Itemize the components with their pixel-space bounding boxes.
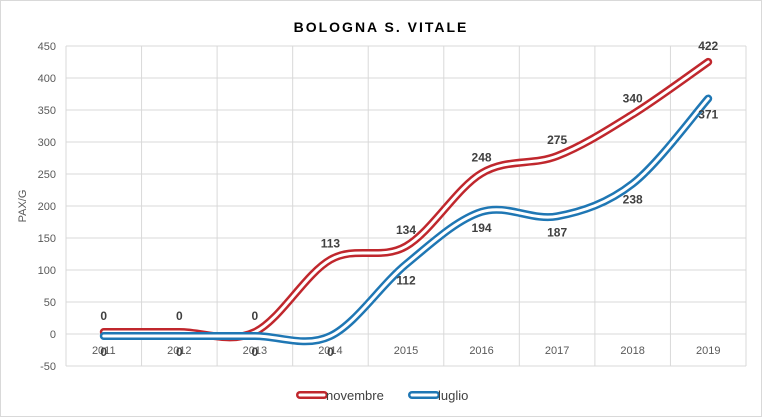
series-lines [99, 57, 713, 346]
series-novembre-data-label: 113 [321, 237, 341, 251]
series-luglio-line-inner [102, 97, 710, 343]
y-tick-label: 400 [38, 73, 56, 85]
y-axis-label: PAX/G [17, 190, 29, 223]
series-novembre-data-label: 275 [547, 133, 567, 147]
y-axis-ticks: -50 0 50 100 150 200 250 300 350 400 450 [38, 41, 56, 373]
series-luglio-data-label: 0 [100, 345, 107, 359]
series-luglio-data-label: 0 [252, 345, 259, 359]
x-tick-label: 2018 [620, 345, 644, 357]
legend-item-luglio: luglio [408, 388, 468, 403]
y-tick-label: -50 [40, 361, 56, 373]
series-luglio-data-label: 0 [176, 345, 183, 359]
y-tick-label: 250 [38, 169, 56, 181]
y-tick-label: 50 [44, 297, 56, 309]
series-novembre-data-label: 134 [396, 223, 416, 237]
series-novembre-data-label: 422 [698, 39, 718, 53]
series-luglio-data-label: 194 [472, 221, 492, 235]
series-luglio-line-outer [99, 94, 713, 346]
series-novembre-data-label: 0 [100, 309, 107, 323]
legend-label: luglio [438, 388, 468, 403]
x-tick-label: 2015 [394, 345, 418, 357]
series-novembre-data-label: 0 [176, 309, 183, 323]
y-tick-label: 100 [38, 265, 56, 277]
series-luglio-data-label: 371 [698, 108, 718, 122]
x-tick-label: 2014 [318, 345, 342, 357]
series-luglio-data-label: 0 [327, 345, 334, 359]
x-tick-label: 2013 [243, 345, 267, 357]
y-tick-label: 0 [50, 329, 56, 341]
grid-lines [65, 45, 747, 367]
y-tick-label: 450 [38, 41, 56, 53]
series-novembre-data-label: 0 [252, 309, 259, 323]
series-luglio-data-label: 238 [623, 193, 643, 207]
y-tick-label: 350 [38, 105, 56, 117]
legend-item-novembre: novembre [296, 388, 384, 403]
x-tick-label: 2011 [92, 345, 116, 357]
x-tick-label: 2016 [469, 345, 493, 357]
x-tick-label: 2012 [167, 345, 191, 357]
y-tick-label: 150 [38, 233, 56, 245]
x-axis-ticks: 2011 2012 2013 2014 2015 2016 2017 2018 2019 [92, 345, 721, 357]
series-novembre-line-inner [102, 60, 710, 339]
series-novembre-data-label: 248 [472, 150, 492, 164]
series-novembre-data-label: 340 [623, 91, 643, 105]
legend: novembre luglio [296, 388, 468, 403]
series-novembre-line-outer [99, 57, 713, 342]
series-luglio-data-label: 187 [547, 225, 567, 239]
legend-label: novembre [326, 388, 384, 403]
x-tick-label: 2017 [545, 345, 569, 357]
y-tick-label: 300 [38, 137, 56, 149]
chart-title: BOLOGNA S. VITALE [293, 19, 469, 35]
x-tick-label: 2019 [696, 345, 720, 357]
data-labels: 0 0 0 113 134 248 275 340 422 0 0 0 0 112 194 187 238 371 [100, 39, 718, 359]
y-tick-label: 200 [38, 201, 56, 213]
series-luglio-data-label: 112 [396, 273, 416, 287]
